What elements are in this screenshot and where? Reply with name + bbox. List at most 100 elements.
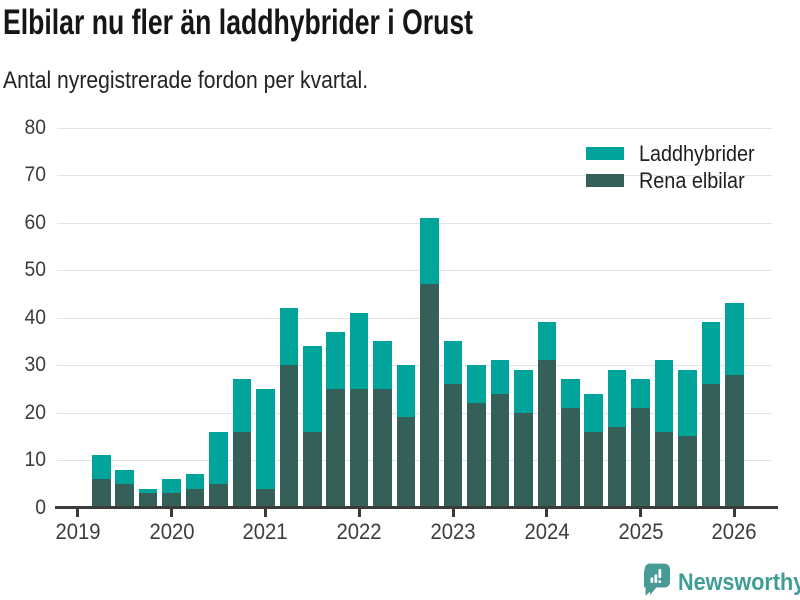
bar-segment-laddhybrider [326,331,346,389]
legend-item-rena-elbilar: Rena elbilar [586,167,767,194]
x-axis-tick-label: 2021 [242,518,288,544]
bar-segment-rena-elbilar [279,365,299,508]
bar-segment-rena-elbilar [537,360,557,508]
bar-segment-laddhybrider [209,431,228,484]
bar-segment-rena-elbilar [514,412,533,508]
x-axis-tick-label: 2024 [524,518,570,544]
bar-segment-rena-elbilar [138,493,158,508]
y-axis-tick-label: 30 [24,353,46,377]
bar-segment-rena-elbilar [701,384,721,508]
bar-segment-rena-elbilar [654,431,674,508]
x-axis-tick-label: 2019 [55,518,101,544]
newsworthy-speech-bubble-chart-icon [644,563,670,596]
bar-segment-laddhybrider [185,474,205,489]
rena-elbilar-swatch-icon [586,174,624,187]
bar-segment-rena-elbilar [209,483,228,508]
x-axis-tick [76,509,80,517]
x-axis-tick [263,509,267,517]
laddhybrider-swatch-icon [586,147,624,160]
bar-segment-laddhybrider [443,341,463,385]
bar-segment-rena-elbilar [584,431,603,508]
x-axis-tick [732,509,736,517]
y-axis-tick-label: 50 [24,258,46,282]
bar-segment-laddhybrider [138,488,158,494]
bar-segment-laddhybrider [115,469,134,484]
bar-segment-rena-elbilar [303,431,322,508]
x-axis-tick-label: 2020 [149,518,195,544]
bar-segment-laddhybrider [701,322,721,385]
bar-segment-rena-elbilar [326,388,346,508]
chart-subtitle: Antal nyregistrerade fordon per kvartal. [3,67,369,94]
bar-segment-rena-elbilar [162,493,181,508]
x-axis-tick-label: 2023 [430,518,476,544]
bar-segment-laddhybrider [514,369,533,413]
bar-segment-rena-elbilar [420,284,439,508]
bar-segment-laddhybrider [232,379,252,432]
legend-label: Laddhybrider [639,140,755,166]
y-gridline [57,175,772,177]
bar-segment-laddhybrider [560,379,580,408]
bar-segment-laddhybrider [279,308,299,366]
bar-segment-laddhybrider [256,388,275,489]
y-axis-tick-label: 0 [35,495,46,519]
y-gridline [57,317,772,319]
bar-segment-laddhybrider [490,360,510,394]
chart-title: Elbilar nu fler än laddhybrider i Orust [3,3,474,42]
bar-segment-rena-elbilar [443,384,463,508]
x-axis-tick-label: 2025 [618,518,664,544]
y-gridline [57,127,772,129]
bar-segment-laddhybrider [373,341,392,389]
bar-segment-laddhybrider [162,479,181,494]
bar-segment-rena-elbilar [607,426,627,508]
bar-segment-rena-elbilar [115,483,134,508]
bar-segment-laddhybrider [654,360,674,432]
bar-segment-rena-elbilar [467,403,486,508]
bar-segment-laddhybrider [607,369,627,427]
bar-segment-rena-elbilar [560,407,580,508]
y-axis-tick-label: 80 [24,115,46,139]
x-axis-tick-label: 2026 [711,518,757,544]
bar-segment-rena-elbilar [91,479,111,508]
bar-segment-laddhybrider [537,322,557,361]
bar-segment-rena-elbilar [631,407,650,508]
x-axis-tick [545,509,549,517]
bar-segment-rena-elbilar [232,431,252,508]
y-gridline [57,270,772,272]
bar-segment-rena-elbilar [725,374,744,508]
bar-segment-laddhybrider [584,393,603,432]
bar-segment-laddhybrider [349,312,369,389]
bar-segment-rena-elbilar [256,488,275,508]
bar-segment-rena-elbilar [185,488,205,508]
y-axis-tick-label: 40 [24,305,46,329]
bar-segment-rena-elbilar [490,393,510,508]
x-axis-line [55,506,778,509]
x-axis-tick [451,509,455,517]
newsworthy-branding: Newsworthy [644,562,800,597]
brand-name: Newsworthy [678,569,800,596]
bar-segment-rena-elbilar [373,388,392,508]
legend-item-laddhybrider: Laddhybrider [586,140,767,167]
y-axis-tick-label: 70 [24,163,46,187]
y-gridline [57,222,772,224]
x-axis-tick [639,509,643,517]
bar-segment-laddhybrider [678,369,697,437]
y-axis-tick-label: 20 [24,400,46,424]
x-axis-tick [170,509,174,517]
y-axis-tick-label: 60 [24,210,46,234]
bar-segment-rena-elbilar [349,388,369,508]
bar-segment-laddhybrider [303,346,322,432]
bar-segment-rena-elbilar [678,436,697,508]
bar-segment-laddhybrider [725,303,744,375]
bar-segment-laddhybrider [631,379,650,408]
chart-legend: Laddhybrider Rena elbilar [586,140,767,194]
x-axis-tick [357,509,361,517]
legend-label: Rena elbilar [639,167,745,193]
bar-segment-laddhybrider [91,455,111,480]
y-axis-tick-label: 10 [24,448,46,472]
bar-segment-laddhybrider [396,365,416,418]
bar-segment-laddhybrider [467,365,486,404]
x-axis-tick-label: 2022 [336,518,382,544]
bar-segment-rena-elbilar [396,417,416,508]
